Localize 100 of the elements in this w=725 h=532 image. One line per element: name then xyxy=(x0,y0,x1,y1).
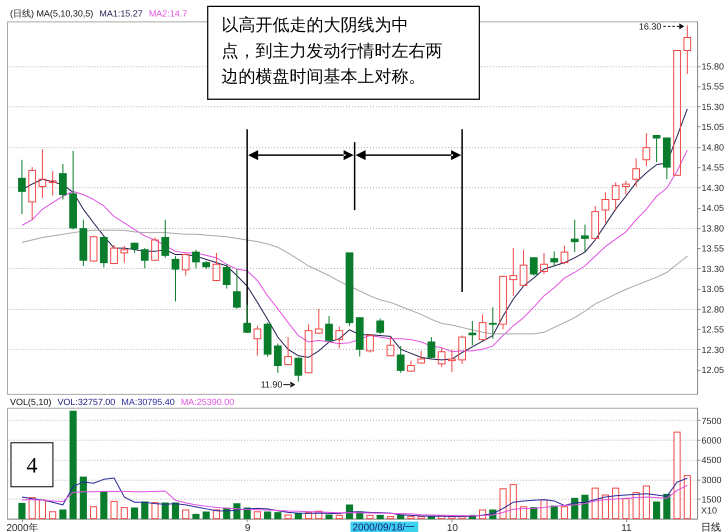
y-axis-title: X10 xyxy=(701,506,718,516)
y-tick-label: 7500 xyxy=(702,416,722,426)
candlestick xyxy=(570,219,579,253)
candlestick xyxy=(346,252,354,326)
chart-title: (日线) MA(5,10,30,5) xyxy=(10,8,94,18)
bar xyxy=(674,432,681,520)
bar xyxy=(162,502,169,520)
bar xyxy=(172,502,180,520)
text: 日线 xyxy=(701,522,722,532)
bar xyxy=(120,507,128,520)
bar xyxy=(520,506,528,520)
y-tick-label: 12.05 xyxy=(702,365,724,376)
x-tick-label: 11 xyxy=(621,523,632,532)
bar xyxy=(59,509,66,520)
bar xyxy=(663,494,670,520)
bar xyxy=(202,511,210,520)
bar xyxy=(560,506,568,520)
x-tick-label: 2000年 xyxy=(6,522,39,532)
text: 2000/09/18/一 xyxy=(352,522,416,532)
y-tick-label: 15.80 xyxy=(702,61,724,72)
annotation: 11.90 xyxy=(260,380,282,390)
candlestick xyxy=(683,24,692,74)
bar xyxy=(642,485,650,520)
bar xyxy=(325,514,333,520)
candlestick xyxy=(642,132,650,167)
bar xyxy=(550,506,558,520)
bar xyxy=(510,484,517,520)
candlestick xyxy=(18,159,26,215)
candlestick xyxy=(509,248,518,296)
text: MA:30795.40 xyxy=(121,396,175,407)
y-tick-label: 13.05 xyxy=(702,284,724,294)
candlestick xyxy=(581,224,589,252)
bar xyxy=(18,502,26,520)
annotation: 4 xyxy=(26,452,38,478)
bar xyxy=(264,511,272,520)
bar xyxy=(141,501,148,520)
candlestick xyxy=(560,245,568,265)
bar xyxy=(622,498,630,520)
bar xyxy=(612,488,620,520)
bar xyxy=(336,514,343,520)
bar xyxy=(28,497,36,520)
y-tick-label: 4500 xyxy=(702,455,722,466)
candlestick xyxy=(233,268,241,310)
text: MA2:14.7 xyxy=(148,8,188,18)
bar xyxy=(130,508,138,520)
y-tick-label: 15.30 xyxy=(702,102,724,112)
y-tick-label: 12.80 xyxy=(702,304,724,314)
text: MA:25390.00 xyxy=(180,396,234,407)
bar xyxy=(653,501,660,520)
y-tick-label: 14.55 xyxy=(702,162,724,173)
y-tick-label: 15.55 xyxy=(702,82,724,92)
x-tick-label: 10 xyxy=(446,523,458,532)
y-tick-label: 6000 xyxy=(702,435,722,446)
bar xyxy=(38,500,46,520)
line-series xyxy=(21,484,688,516)
y-tick-label: 14.05 xyxy=(702,203,724,214)
candlestick xyxy=(59,163,67,200)
annotation: 16.30 xyxy=(638,21,662,32)
candlestick xyxy=(448,348,456,372)
bar xyxy=(192,514,200,520)
bar xyxy=(182,509,190,520)
annotation: 以高开低走的大阴线为中点，到主力发动行情时左右两边的横盘时间基本上对称。 xyxy=(222,15,443,86)
y-tick-label: 14.80 xyxy=(702,142,724,152)
bar xyxy=(499,488,507,520)
bar xyxy=(254,511,261,520)
candlestick xyxy=(79,219,88,266)
bar xyxy=(110,500,118,520)
candlestick xyxy=(172,256,180,302)
y-tick-label: 12.55 xyxy=(702,324,724,335)
line-series xyxy=(21,477,688,517)
candlestick xyxy=(28,166,36,220)
candlestick xyxy=(602,192,610,224)
x-tick-label: 9 xyxy=(244,523,251,532)
candlestick xyxy=(386,336,394,356)
bar xyxy=(632,492,640,520)
y-tick-label: 13.30 xyxy=(702,264,724,274)
bar xyxy=(397,514,404,520)
bar xyxy=(684,475,691,520)
y-tick-label: 13.80 xyxy=(702,223,724,234)
bar xyxy=(366,514,374,520)
candlestick xyxy=(652,135,660,163)
bar xyxy=(90,506,98,520)
bar xyxy=(284,514,292,520)
bar xyxy=(49,511,56,520)
bar xyxy=(602,494,609,520)
y-tick-label: 1500 xyxy=(702,494,722,504)
text: VOL:32757.00 xyxy=(57,396,116,407)
text: MA1:15.27 xyxy=(99,8,143,18)
bar xyxy=(571,498,578,520)
candlestick xyxy=(48,170,57,196)
candlestick xyxy=(38,148,46,198)
chart-title: VOL(5,10) xyxy=(10,396,52,407)
candlestick xyxy=(632,158,640,188)
bar xyxy=(151,502,159,520)
bar xyxy=(100,491,108,520)
y-tick-label: 12.30 xyxy=(702,344,724,355)
y-tick-label: 13.55 xyxy=(702,244,724,254)
candlestick xyxy=(468,320,476,346)
bar xyxy=(376,514,384,520)
y-tick-label: 3000 xyxy=(702,474,722,485)
